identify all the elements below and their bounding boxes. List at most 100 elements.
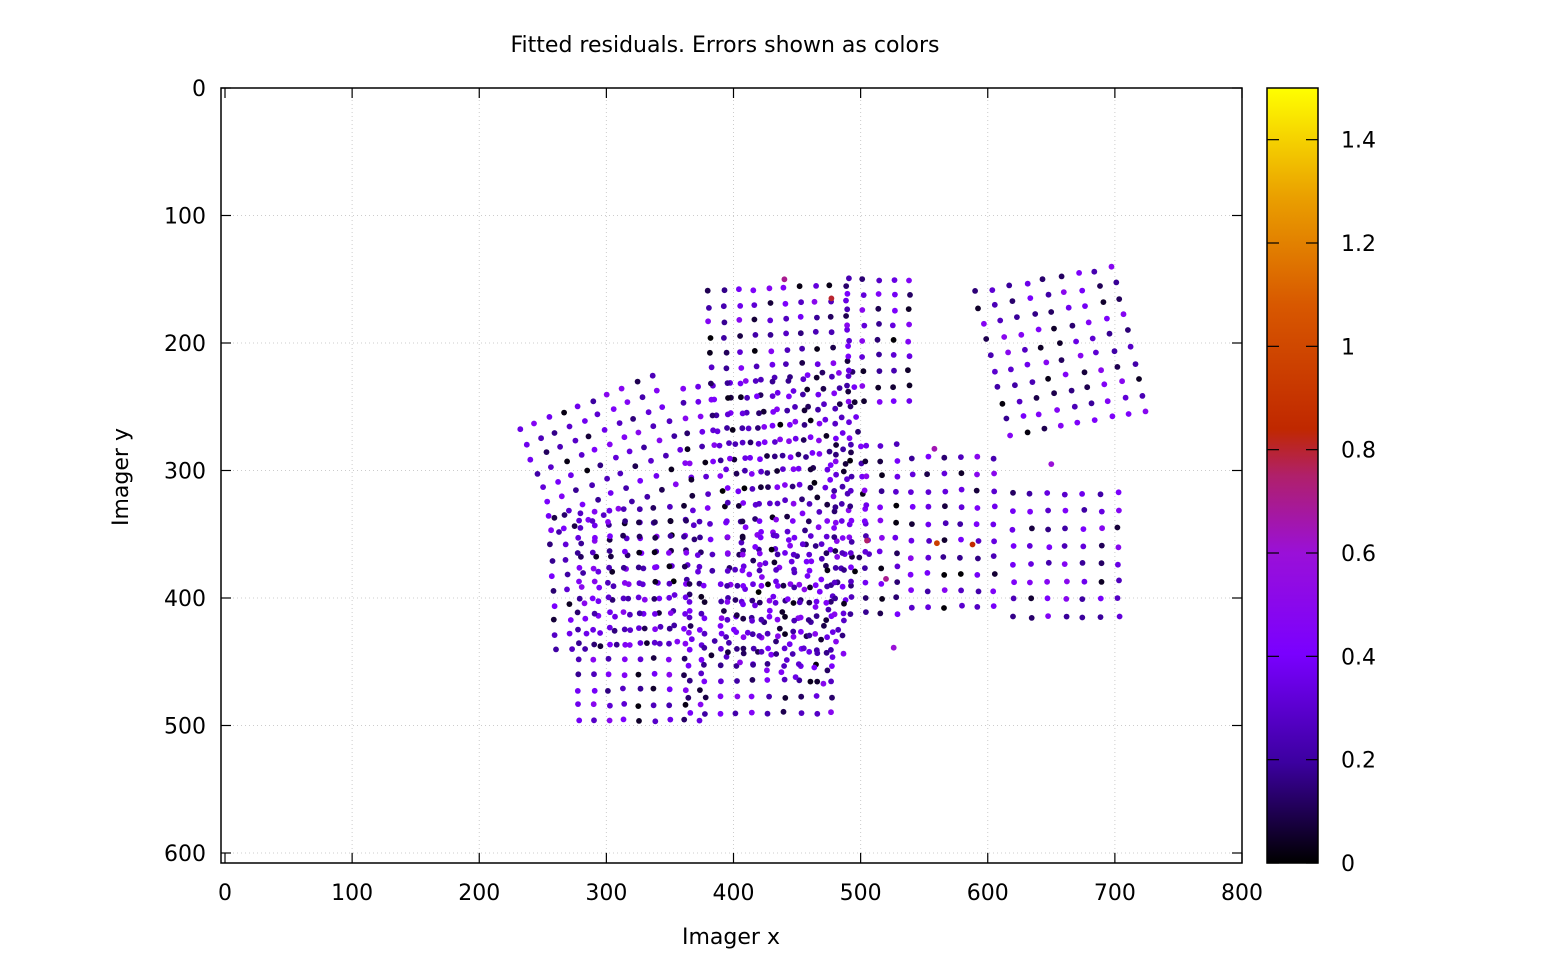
- scatter-point: [544, 498, 551, 505]
- scatter-point: [723, 653, 730, 660]
- colorbar-tick-label: 0.6: [1341, 542, 1376, 567]
- scatter-point: [758, 648, 765, 655]
- scatter-point: [983, 336, 990, 342]
- scatter-point: [725, 649, 731, 656]
- scatter-point: [756, 599, 763, 606]
- scatter-point: [812, 328, 819, 335]
- scatter-point: [1006, 282, 1013, 289]
- scatter-point: [691, 536, 698, 543]
- scatter-point: [738, 394, 744, 401]
- scatter-point: [786, 438, 792, 445]
- scatter-point: [815, 406, 821, 413]
- scatter-point: [605, 655, 612, 662]
- scatter-point: [575, 656, 582, 663]
- scatter-point: [894, 563, 901, 570]
- scatter-point: [768, 651, 775, 658]
- scatter-point: [1069, 322, 1076, 329]
- scatter-point: [844, 306, 851, 313]
- scatter-point: [1033, 395, 1040, 401]
- scatter-point: [780, 582, 787, 589]
- scatter-point: [811, 664, 818, 671]
- scatter-point: [749, 631, 756, 638]
- scatter-point: [575, 671, 582, 678]
- scatter-point: [892, 534, 899, 541]
- scatter-point: [591, 578, 598, 585]
- scatter-point: [863, 609, 869, 615]
- scatter-point: [1035, 411, 1042, 418]
- scatter-point: [721, 335, 727, 341]
- scatter-point: [878, 581, 885, 587]
- scatter-point: [719, 488, 726, 494]
- scatter-point: [774, 500, 781, 507]
- scatter-point: [666, 625, 673, 632]
- scatter-point: [796, 599, 803, 606]
- scatter-point: [893, 488, 899, 495]
- scatter-point-outlier: [1048, 461, 1055, 467]
- scatter-point: [925, 489, 932, 495]
- scatter-point: [785, 378, 792, 384]
- scatter-point: [718, 615, 725, 622]
- scatter-point: [724, 534, 731, 540]
- scatter-point: [605, 671, 612, 678]
- scatter-point: [831, 488, 838, 494]
- scatter-point: [641, 444, 647, 451]
- y-tick-label: 500: [164, 715, 206, 740]
- scatter-point: [1009, 298, 1016, 304]
- scatter-point: [1114, 524, 1121, 531]
- scatter-point: [644, 493, 651, 500]
- scatter-point: [636, 718, 642, 724]
- scatter-point: [721, 287, 728, 294]
- scatter-point: [592, 534, 598, 541]
- scatter-point: [569, 646, 575, 652]
- scatter-point: [876, 368, 883, 374]
- scatter-point: [772, 599, 779, 606]
- scatter-point: [861, 518, 868, 525]
- scatter-point: [780, 284, 787, 291]
- scatter-point: [818, 576, 825, 583]
- scatter-point: [620, 532, 626, 539]
- scatter-point: [1116, 507, 1122, 514]
- scatter-point: [926, 538, 932, 544]
- scatter-point: [768, 546, 775, 553]
- scatter-point: [1062, 525, 1068, 532]
- scatter-point: [574, 550, 581, 556]
- scatter-point: [1082, 303, 1088, 309]
- scatter-point: [750, 645, 757, 652]
- scatter-point: [707, 536, 714, 543]
- x-tick-label: 200: [458, 881, 500, 906]
- scatter-point: [606, 564, 612, 571]
- scatter-point: [807, 434, 814, 441]
- scatter-point: [848, 441, 854, 448]
- colorbar: 0 0.2 0.4 0.6 0.8 1 1.2 1.4: [1266, 87, 1376, 877]
- scatter-point: [941, 572, 948, 578]
- scatter-point: [718, 678, 724, 685]
- scatter-point: [839, 632, 846, 639]
- scatter-point: [832, 548, 839, 554]
- scatter-point: [791, 534, 798, 541]
- scatter-point: [807, 484, 814, 491]
- scatter-point: [924, 570, 931, 576]
- scatter-point: [639, 394, 646, 401]
- scatter-point: [607, 609, 613, 616]
- scatter-point: [790, 551, 797, 558]
- y-tick-label: 600: [164, 842, 206, 867]
- scatter-point: [894, 579, 901, 585]
- scatter-point: [848, 578, 854, 585]
- scatter-point: [1032, 311, 1039, 317]
- scatter-point: [823, 599, 830, 606]
- scatter-point: [742, 524, 749, 531]
- scatter-point: [606, 624, 613, 631]
- scatter-point: [739, 518, 746, 525]
- scatter-point: [973, 521, 980, 528]
- scatter-point: [907, 292, 913, 298]
- scatter-point: [549, 558, 556, 564]
- scatter-point: [752, 544, 759, 550]
- scatter-point: [861, 487, 868, 494]
- scatter-point: [637, 477, 644, 484]
- scatter-point: [1010, 543, 1017, 549]
- scatter-point: [741, 485, 748, 492]
- scatter-point: [724, 568, 731, 574]
- scatter-point: [707, 521, 713, 527]
- scatter-point: [584, 467, 591, 474]
- scatter-point: [778, 669, 785, 676]
